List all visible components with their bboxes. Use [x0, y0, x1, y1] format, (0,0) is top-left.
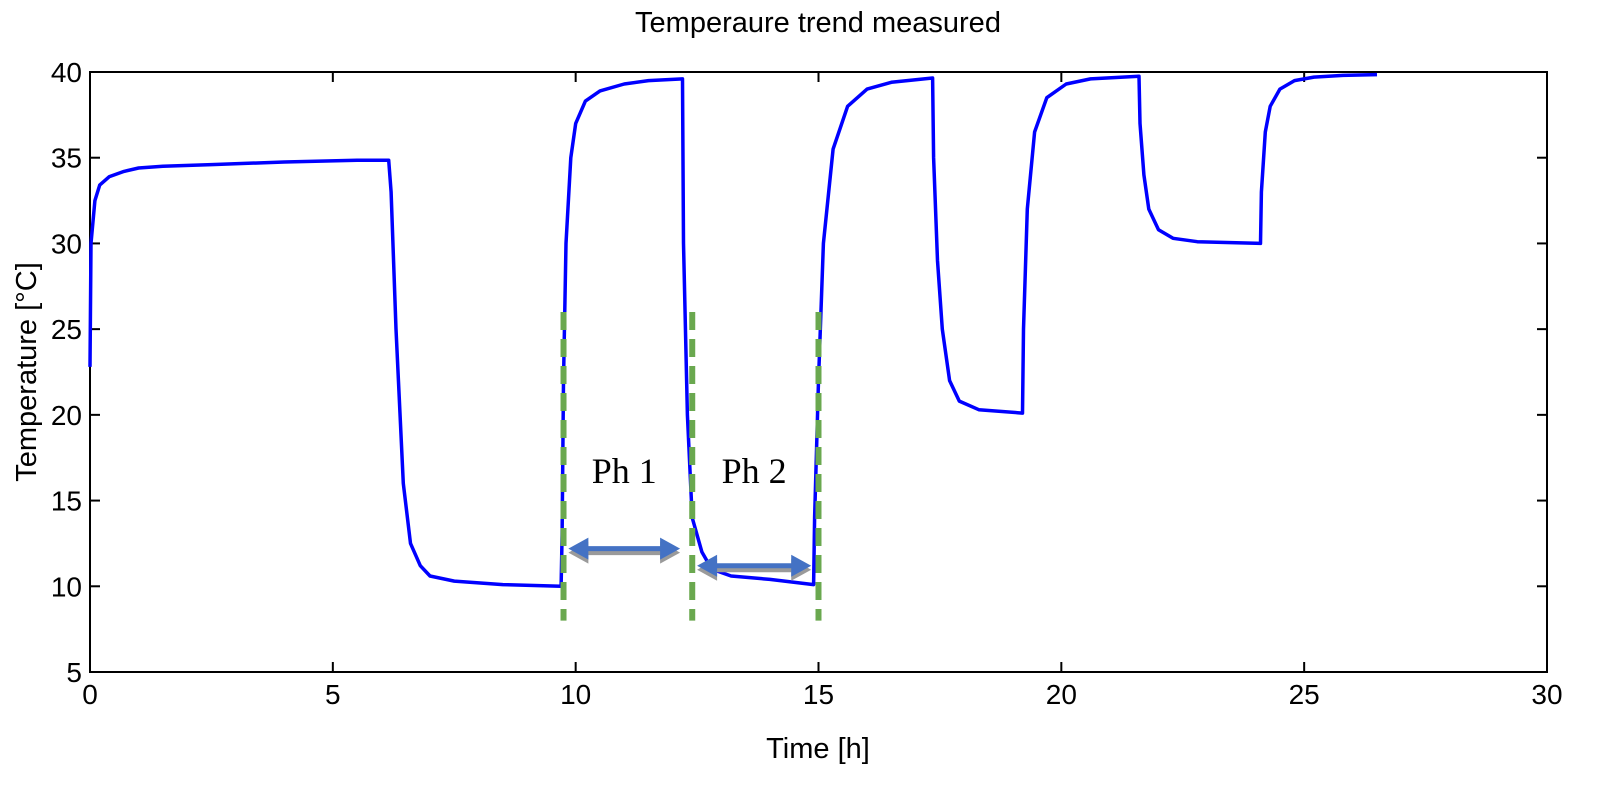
y-tick-label: 40	[51, 57, 82, 88]
y-tick-label: 35	[51, 143, 82, 174]
y-tick-labels: 5 10 15 20 25 30 35 40	[51, 57, 82, 688]
phase-arrow	[568, 537, 681, 560]
x-axis-title: Time [h]	[766, 733, 870, 765]
phase-arrows	[568, 537, 812, 581]
x-tick-label: 10	[560, 679, 591, 710]
y-tick-label: 30	[51, 228, 82, 259]
phase-markers	[560, 312, 822, 621]
phase-labels: Ph 1 Ph 2	[592, 451, 787, 491]
x-tick-label: 5	[325, 679, 341, 710]
y-tick-label: 20	[51, 400, 82, 431]
phase-arrow	[697, 554, 812, 577]
y-tick-label: 15	[51, 486, 82, 517]
series-line	[88, 72, 1378, 589]
phase-label: Ph 2	[722, 451, 787, 491]
y-tick-label: 25	[51, 314, 82, 345]
x-tick-labels: 0 5 10 15 20 25 30	[82, 679, 1562, 710]
x-tick-label: 15	[803, 679, 834, 710]
y-axis-title: Temperature [°C]	[11, 262, 43, 482]
y-tick-label: 5	[66, 657, 82, 688]
x-tick-label: 0	[82, 679, 98, 710]
x-tick-label: 25	[1289, 679, 1320, 710]
x-tick-label: 30	[1531, 679, 1562, 710]
chart-title: Temperaure trend measured	[635, 7, 1001, 39]
y-tick-label: 10	[51, 571, 82, 602]
phase-label: Ph 1	[592, 451, 657, 491]
axis-ticks	[89, 71, 1548, 673]
x-tick-label: 20	[1046, 679, 1077, 710]
